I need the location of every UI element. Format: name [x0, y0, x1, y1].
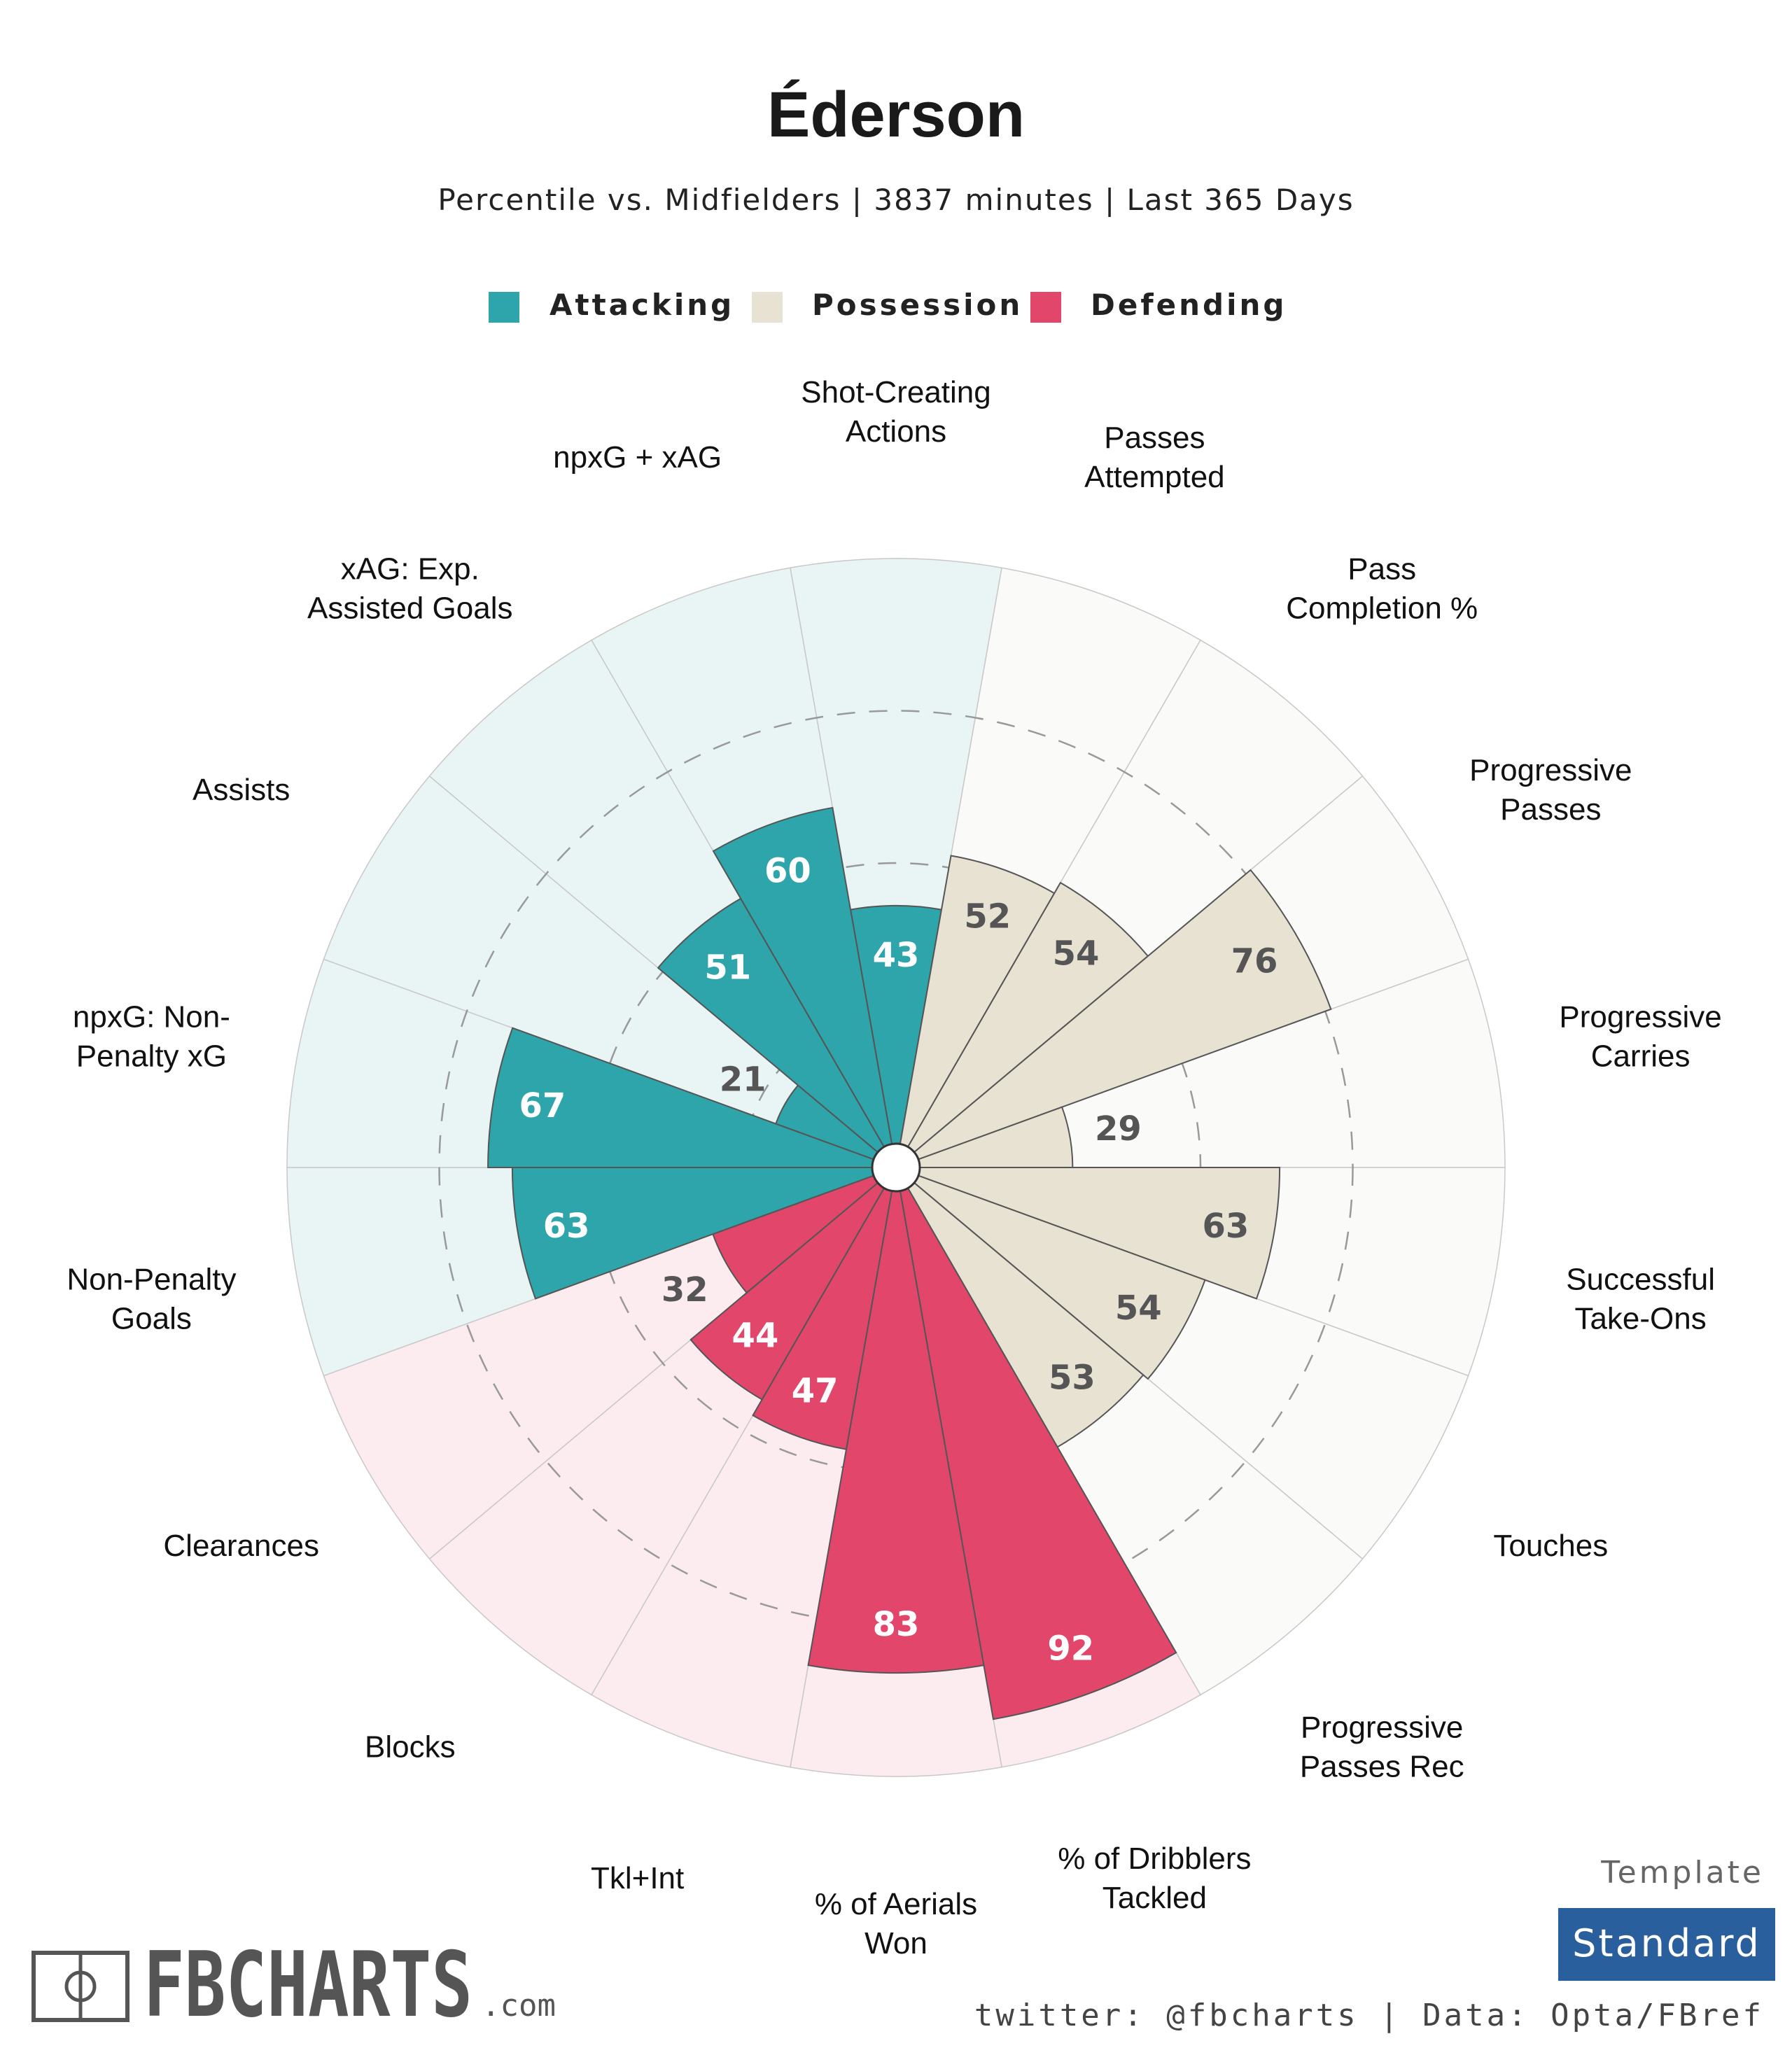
value-label: 76 — [1231, 941, 1278, 981]
category-label: Progressive Passes Rec — [1300, 1710, 1464, 1783]
category-label: xAG: Exp. Assisted Goals — [307, 552, 512, 626]
brand-name: FBCHARTS — [144, 1933, 472, 2038]
value-label: 83 — [873, 1605, 920, 1644]
category-label: Passes Attempted — [1084, 421, 1225, 494]
legend: Attacking Possession Defending — [489, 288, 1287, 323]
category-label: Progressive Carries — [1559, 1000, 1721, 1073]
category-label: Pass Completion % — [1286, 552, 1478, 626]
category-label: npxG: Non-Penalty xG — [73, 1000, 230, 1073]
value-label: 52 — [964, 897, 1011, 937]
value-label: 29 — [1095, 1109, 1142, 1149]
legend-swatch-possession — [752, 292, 783, 323]
chart-subtitle: Percentile vs. Midfielders | 3837 minute… — [438, 183, 1354, 217]
category-label: Non-Penalty Goals — [66, 1263, 236, 1336]
legend-label-attacking: Attacking — [550, 288, 734, 322]
category-label: Successful Take-Ons — [1566, 1263, 1715, 1336]
value-label: 44 — [732, 1317, 779, 1356]
polar-chart: 43 52 54 76 29 63 54 53 92 83 47 44 32 63 67 21 51 60 Shot… — [66, 375, 1721, 1961]
data-credit: twitter: @fbcharts | Data: Opta/FBref — [974, 1998, 1764, 2033]
value-label: 53 — [1049, 1359, 1096, 1398]
category-label: Clearances — [163, 1529, 319, 1563]
template-label: Template — [1600, 1855, 1764, 1891]
category-label: npxG + xAG — [553, 440, 722, 475]
category-label: Shot-Creating Actions — [801, 375, 990, 449]
center-hole — [871, 1142, 921, 1193]
template-badge — [1558, 1908, 1775, 1981]
value-label: 63 — [1202, 1207, 1249, 1246]
category-label: Touches — [1493, 1529, 1608, 1563]
value-label: 67 — [519, 1086, 566, 1125]
chart-title: Éderson — [767, 78, 1025, 150]
category-label: % of Dribblers Tackled — [1058, 1842, 1251, 1915]
value-label: 54 — [1115, 1289, 1162, 1328]
template-value: Standard — [1572, 1921, 1761, 1965]
brand-logo: FBCHARTS .com — [31, 1933, 556, 2038]
value-label: 43 — [873, 936, 920, 975]
value-label: 51 — [704, 948, 751, 988]
value-label: 60 — [764, 851, 811, 890]
category-label: Tkl+Int — [591, 1861, 684, 1895]
brand-suffix: .com — [482, 1988, 556, 2024]
category-label: % of Aerials Won — [815, 1887, 977, 1961]
legend-swatch-attacking — [489, 292, 519, 323]
value-label: 63 — [543, 1207, 590, 1246]
legend-label-possession: Possession — [812, 288, 1023, 322]
category-label: Assists — [192, 773, 290, 807]
value-label: 92 — [1047, 1629, 1094, 1668]
legend-swatch-defending — [1030, 292, 1061, 323]
value-label: 54 — [1053, 934, 1100, 974]
value-label: 32 — [662, 1270, 708, 1310]
value-label: 21 — [720, 1060, 766, 1100]
category-label: Blocks — [365, 1730, 456, 1764]
value-label: 47 — [792, 1371, 839, 1410]
legend-label-defending: Defending — [1091, 288, 1287, 322]
category-label: Progressive Passes — [1469, 753, 1632, 827]
